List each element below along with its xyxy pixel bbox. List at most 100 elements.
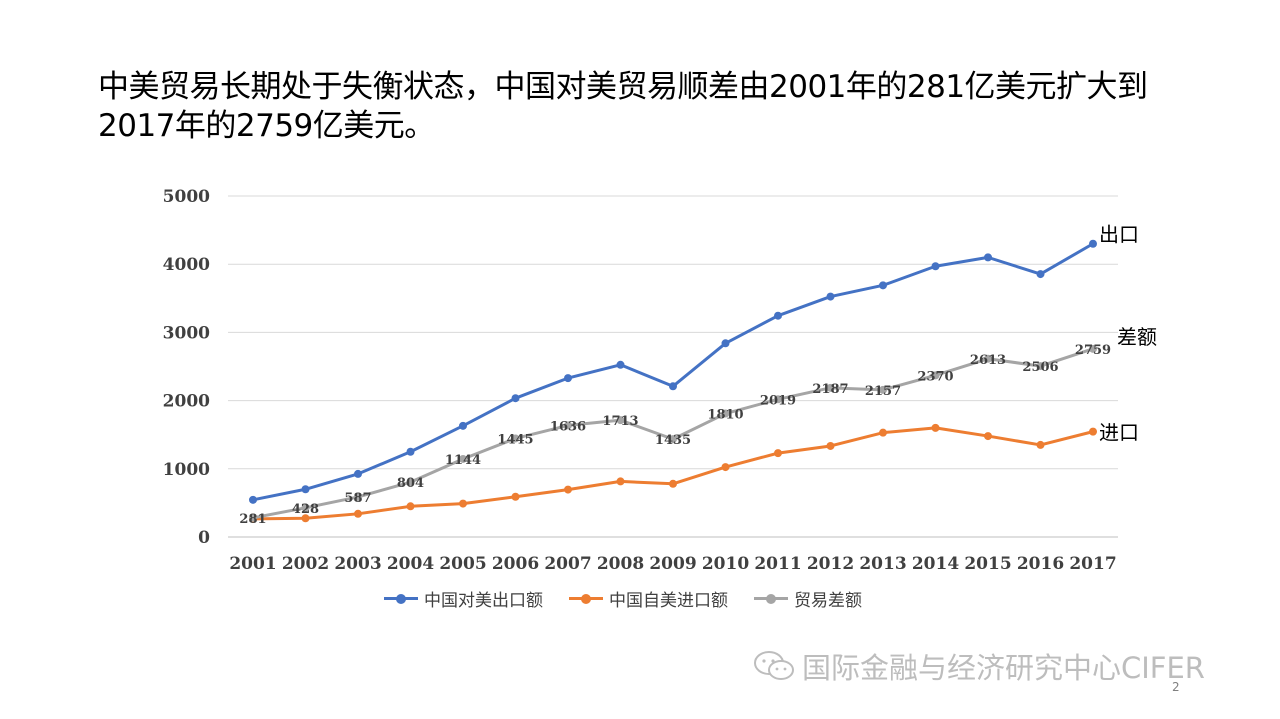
x-tick-label: 2005 [439,554,486,574]
data-point-balance [669,435,677,444]
page-number: 2 [1172,680,1180,694]
x-tick-label: 2008 [597,554,644,574]
chart-grid [228,195,1118,538]
wechat-icon [754,651,794,680]
series-line-export [252,242,1094,502]
x-tick-label: 2009 [649,554,696,574]
x-tick-label: 2011 [754,554,801,574]
data-label: 2613 [970,353,1006,368]
data-point-import [301,514,310,523]
data-label: 2157 [865,384,901,399]
data-point-balance [249,513,257,522]
legend-item-import: 中国自美进口额 [569,586,728,611]
data-point-balance [301,503,310,512]
data-point-export [1036,270,1045,279]
data-point-export [354,469,362,478]
data-label: 2506 [1022,360,1058,375]
x-tick-label: 2015 [964,554,1011,574]
data-point-export [774,311,782,320]
data-label: 587 [344,491,371,506]
data-point-import [931,423,940,432]
x-tick-label: 2013 [859,554,906,574]
data-label: 1445 [497,432,533,447]
x-tick-label: 2004 [387,554,434,574]
x-tick-label: 2007 [544,554,591,574]
data-point-balance [1036,362,1045,371]
x-tick-label: 2017 [1069,554,1116,574]
data-point-export [721,339,730,348]
data-point-balance [984,354,992,363]
data-point-import [879,428,887,437]
data-point-balance [564,421,572,430]
data-point-balance [1089,344,1097,353]
data-point-import [511,492,520,501]
y-axis: 0 1000 2000 3000 4000 5000 [163,187,210,548]
end-label-import: 进口 [1099,421,1139,445]
x-tick-label: 2012 [807,554,854,574]
data-point-export [249,495,257,504]
data-label: 2370 [917,369,953,384]
legend-item-balance: 贸易差额 [754,586,862,611]
data-point-import [406,502,415,511]
data-point-import [1089,427,1097,436]
data-label: 428 [292,502,319,517]
y-tick-label: 2000 [163,392,210,412]
data-label: 2019 [760,393,796,408]
data-point-import [1036,440,1045,449]
legend-item-export: 中国对美出口额 [384,586,543,611]
data-point-import [826,441,835,450]
chart-series [249,239,1097,523]
data-point-balance [774,395,782,404]
data-label: 2759 [1075,343,1111,358]
data-point-import [564,485,572,494]
x-tick-label: 2014 [912,554,959,574]
data-label: 804 [397,476,424,491]
data-labels: 281 428 587 804 1144 1445 1636 1713 1435 1810 2019… [239,343,1111,527]
data-label: 2187 [812,382,848,397]
slide-title: 中美贸易长期处于失衡状态，中国对美贸易顺差由2001年的281亿美元扩大到201… [98,69,1148,144]
data-point-import [459,499,467,508]
data-label: 1636 [550,419,586,434]
data-point-import [984,432,992,441]
data-point-balance [354,492,362,501]
data-label: 1810 [707,408,743,423]
data-point-export [1089,239,1097,248]
x-tick-label: 2001 [229,554,276,574]
data-point-import [616,477,625,486]
data-label: 281 [239,512,266,527]
data-point-balance [931,371,940,380]
data-point-export [301,485,310,494]
data-point-import [721,463,730,472]
data-point-export [826,292,835,301]
data-point-balance [879,385,887,394]
data-label: 1435 [655,433,691,448]
y-tick-label: 1000 [163,460,210,480]
data-point-balance [406,478,415,487]
legend-swatch [384,593,418,604]
data-label: 1713 [602,414,638,429]
data-label: 1144 [445,453,481,468]
data-point-export [459,421,467,430]
legend-label: 中国对美出口额 [424,591,543,611]
x-axis: 2001 2002 2003 2004 2005 2006 2007 2008 2009 2010… [229,554,1116,574]
x-tick-label: 2003 [334,554,381,574]
data-point-balance [511,434,520,443]
x-tick-label: 2006 [492,554,539,574]
y-tick-label: 0 [198,528,210,548]
end-label-balance: 差额 [1117,325,1157,349]
data-point-export [564,374,572,383]
data-point-export [984,253,992,262]
legend-swatch [754,593,788,604]
data-point-import [774,449,782,458]
x-tick-label: 2002 [282,554,329,574]
data-point-export [511,394,520,403]
chart-legend: 中国对美出口额 中国自美进口额 贸易差额 [384,586,862,611]
y-tick-label: 5000 [163,187,210,207]
legend-label: 贸易差额 [794,591,862,611]
x-tick-label: 2016 [1017,554,1064,574]
legend-label: 中国自美进口额 [609,591,728,611]
data-point-export [406,447,415,456]
data-point-import [669,479,677,488]
data-point-balance [459,454,467,463]
